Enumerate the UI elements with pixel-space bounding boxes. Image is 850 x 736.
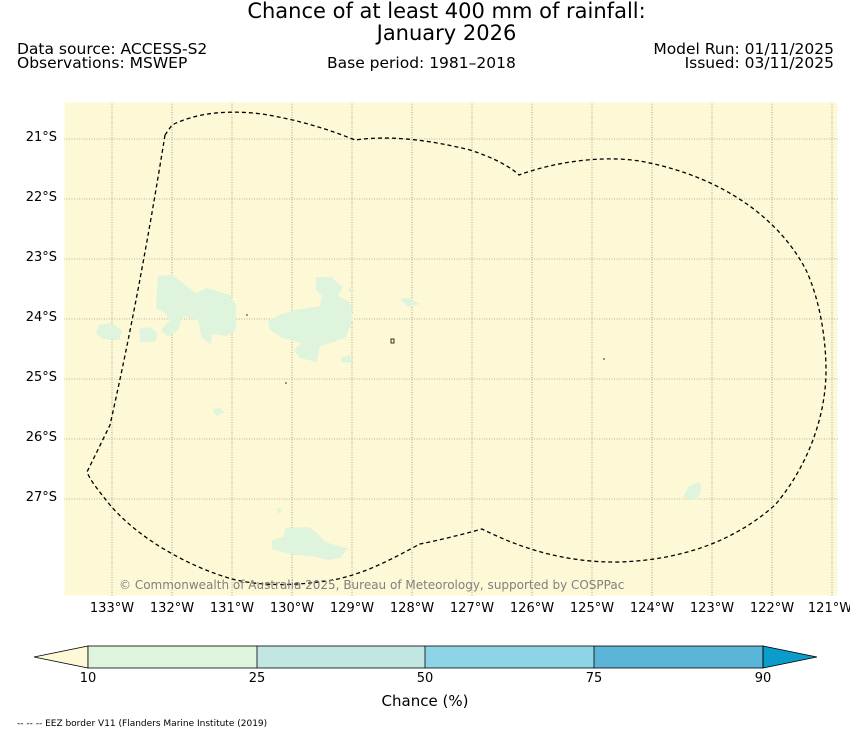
colorbar-frame [87,645,764,669]
colorbar-tick-75: 75 [585,671,603,686]
lon-label-123w: 123°W [689,601,735,616]
land-patch-west [156,275,236,344]
colorbar-dividers [256,646,595,668]
eez-legend-footnote: -- -- -- EEZ border V11 (Flanders Marine… [17,719,268,729]
lon-label-126w: 126°W [509,601,555,616]
land-patch-south [272,527,348,560]
colorbar-label: Chance (%) [381,692,469,710]
land-patch-6 [212,408,224,416]
map-copyright: © Commonwealth of Australia 2025, Bureau… [119,578,625,592]
colorbar-segment-25-50 [257,646,425,668]
islet-1 [390,338,395,344]
map-background [64,102,838,596]
observations-label: Observations: MSWEP [17,54,188,72]
lat-label-25s: 25°S [25,370,57,385]
title-line-2: January 2026 [376,21,517,45]
issued-label: Issued: 03/11/2025 [684,54,834,72]
lat-label-26s: 26°S [25,430,57,445]
title-line-1: Chance of at least 400 mm of rainfall: [247,0,646,23]
land-patch-east [683,482,702,500]
lon-label-122w: 122°W [749,601,795,616]
land-patch-4 [400,298,420,307]
lon-label-125w: 125°W [569,601,615,616]
lat-label-23s: 23°S [25,250,57,265]
map-frame [63,101,839,597]
colorbar-under-arrow [33,645,89,669]
lon-label-129w: 129°W [329,601,375,616]
colorbar-tick-50: 50 [416,671,434,686]
graticule [64,102,838,596]
lon-label-121w: 121°W [807,601,850,616]
model-run-label: Model Run: 01/11/2025 [653,40,834,58]
land-patch-3 [341,355,352,363]
lat-label-24s: 24°S [25,310,57,325]
lon-label-133w: 133°W [89,601,135,616]
colorbar-over-arrow [762,645,818,669]
colorbar-tick-10: 10 [79,671,97,686]
colorbar-segment-50-75 [425,646,594,668]
lat-label-22s: 22°S [25,190,57,205]
land-patch-5 [349,288,354,293]
lon-label-131w: 131°W [209,601,255,616]
land-patch-7 [276,508,282,514]
lon-label-132w: 132°W [149,601,195,616]
lon-label-128w: 128°W [389,601,435,616]
lon-label-124w: 124°W [629,601,675,616]
colorbar-segment-75-90 [594,646,763,668]
lon-label-127w: 127°W [449,601,495,616]
colorbar-tick-25: 25 [248,671,266,686]
base-period-label: Base period: 1981–2018 [327,54,516,72]
lat-label-21s: 21°S [25,130,57,145]
colorbar [33,645,818,669]
eez-border [86,111,827,586]
lat-label-27s: 27°S [25,490,57,505]
islets [246,314,605,384]
colorbar-tick-90: 90 [754,671,772,686]
lon-label-130w: 130°W [269,601,315,616]
probability-patches [96,275,702,560]
land-patch-2 [139,327,158,342]
data-source-label: Data source: ACCESS-S2 [17,40,208,58]
land-patch-1 [96,323,122,340]
land-patch-center [268,277,353,362]
colorbar-segment-10-25 [88,646,257,668]
